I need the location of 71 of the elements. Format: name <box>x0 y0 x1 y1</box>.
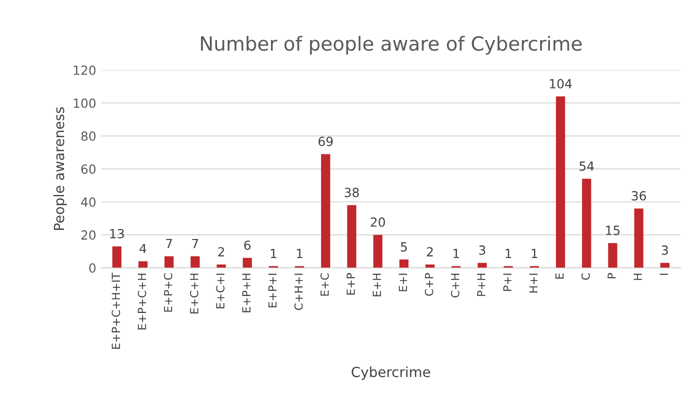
x-tick-label: E+P+I <box>268 274 277 308</box>
y-tick-label: 20 <box>81 230 96 240</box>
y-tick-label: 60 <box>81 164 96 174</box>
data-label: 3 <box>662 245 668 255</box>
y-tick-label: 120 <box>74 66 96 75</box>
data-label: 1 <box>270 248 276 258</box>
x-axis-title: Cybercrime <box>352 366 430 380</box>
y-tick-label: 100 <box>74 98 96 108</box>
data-label: 1 <box>454 248 459 258</box>
bar <box>112 246 122 268</box>
x-tick-label: C+P <box>424 273 434 296</box>
y-axis-title: People awareness <box>53 107 67 230</box>
x-tick-label: P+I <box>503 274 512 291</box>
bar <box>660 262 670 268</box>
data-label: 13 <box>110 228 124 238</box>
x-tick-label: E+I <box>398 274 407 292</box>
data-label: 54 <box>580 162 594 171</box>
x-tick-label: E+H <box>372 274 381 296</box>
data-label: 1 <box>532 248 538 258</box>
x-tick-label: E+P+C+H+IT <box>112 272 120 349</box>
data-label: 7 <box>192 238 198 248</box>
x-tick-label: E <box>555 273 564 279</box>
bar <box>478 262 487 268</box>
x-tick-label: E+P <box>346 273 355 295</box>
x-tick-label: E+C+I <box>216 274 224 308</box>
x-tick-label: H <box>634 274 642 280</box>
x-tick-label: E+P+H <box>242 274 250 312</box>
data-label: 1 <box>296 248 302 258</box>
x-tick-label: P <box>608 273 616 278</box>
bar <box>347 205 356 268</box>
x-tick-label: C+H+I <box>294 274 303 310</box>
bar <box>399 260 408 268</box>
data-label: 20 <box>370 217 385 227</box>
bar <box>634 208 644 268</box>
bar <box>608 243 618 268</box>
data-label: 69 <box>318 136 333 146</box>
bar <box>216 264 226 268</box>
x-tick-label: P+H <box>477 274 486 296</box>
x-tick-label: E+C+H <box>190 274 198 314</box>
bar <box>373 234 382 268</box>
data-label: 15 <box>606 226 620 236</box>
data-label: 2 <box>218 247 224 256</box>
y-tick-label: 80 <box>81 131 96 141</box>
bar <box>164 256 174 268</box>
x-tick-label: C+H <box>450 274 460 298</box>
x-tick-label: I <box>660 274 668 275</box>
bar <box>321 154 330 268</box>
data-label: 2 <box>426 247 433 256</box>
data-label: 4 <box>140 244 146 254</box>
bar <box>556 96 566 268</box>
data-label: 6 <box>244 240 251 250</box>
chart-title: Number of people aware of Cybercrime <box>200 36 582 55</box>
bar <box>425 264 435 268</box>
data-label: 5 <box>400 242 407 252</box>
data-label: 36 <box>632 191 646 200</box>
data-label: 7 <box>166 238 172 248</box>
bar <box>190 256 200 268</box>
bar <box>242 258 252 268</box>
y-tick-label: 0 <box>89 263 96 273</box>
x-tick-label: C <box>581 273 590 280</box>
bar <box>138 261 148 268</box>
y-tick-label: 40 <box>81 197 96 207</box>
x-tick-label: E+C <box>320 273 329 296</box>
data-label: 3 <box>479 245 486 255</box>
bar <box>582 178 592 268</box>
x-tick-label: E+P+C <box>164 273 172 312</box>
data-label: 1 <box>506 248 512 258</box>
data-label: 38 <box>344 188 359 198</box>
data-label: 104 <box>550 78 572 88</box>
x-tick-label: H+I <box>529 274 538 293</box>
x-tick-label: E+P+C+H <box>138 274 146 330</box>
